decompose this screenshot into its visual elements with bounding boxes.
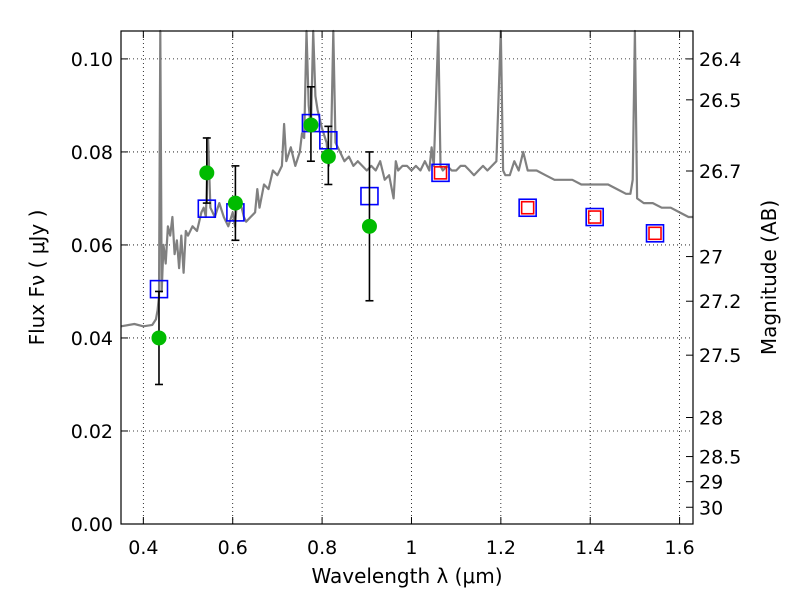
x-tick-label: 1.2 [486, 537, 516, 559]
red-square-marker [648, 226, 662, 241]
grid-lines [121, 31, 693, 525]
right-tick-label: 27.5 [699, 345, 741, 367]
x-tick-label: 0.4 [128, 537, 158, 559]
markers-layer [149, 86, 665, 386]
y-tick-label: 0.00 [71, 514, 113, 536]
x-tick-label: 1.6 [664, 537, 694, 559]
right-tick-label: 26.5 [699, 90, 741, 112]
x-axis-title: Wavelength λ (μm) [311, 564, 502, 588]
y-tick-label: 0.02 [71, 421, 113, 443]
right-tick-label: 30 [699, 497, 723, 519]
red-square-marker [433, 166, 448, 180]
y-tick-label: 0.04 [71, 328, 113, 350]
y-tick-label: 0.08 [71, 142, 113, 164]
blue-square-marker [585, 207, 604, 227]
blue-square-marker [518, 198, 537, 218]
right-tick-label: 29 [699, 472, 723, 494]
plot-frame [120, 30, 694, 525]
y-tick-label: 0.10 [71, 49, 113, 71]
x-tick-label: 1.4 [575, 537, 605, 559]
x-tick-label: 0.8 [307, 537, 337, 559]
green-data-point [199, 165, 215, 181]
red-square-marker [587, 210, 602, 224]
spectrum-layer [120, 29, 693, 328]
green-data-point [151, 330, 167, 346]
red-square-marker [520, 200, 535, 215]
green-data-point [320, 149, 336, 165]
right-tick-label: 27.2 [699, 291, 741, 313]
right-tick-label: 27 [699, 247, 723, 269]
blue-square-marker [431, 163, 450, 183]
x-tick-label: 0.6 [218, 537, 248, 559]
y-tick-label: 0.06 [71, 235, 113, 257]
right-tick-label: 26.7 [699, 161, 741, 183]
blue-square-marker [645, 224, 665, 243]
right-axis-title: Magnitude (AB) [757, 200, 781, 355]
right-tick-label: 28.5 [699, 447, 741, 469]
y-axis-title: Flux Fν ( μJy ) [25, 210, 49, 346]
green-data-point [303, 117, 319, 133]
model-spectrum-line [120, 29, 693, 328]
green-data-point [227, 195, 243, 211]
axis-ticks: 0.4 0.6 0.8 1 1.2 1.4 1.6 0.00 0.02 0.04 0.06 0.08 0… [71, 31, 741, 559]
right-tick-label: 26.4 [699, 49, 741, 71]
x-tick-label: 1 [405, 537, 417, 559]
right-tick-label: 28 [699, 407, 723, 429]
green-data-point [361, 218, 377, 234]
